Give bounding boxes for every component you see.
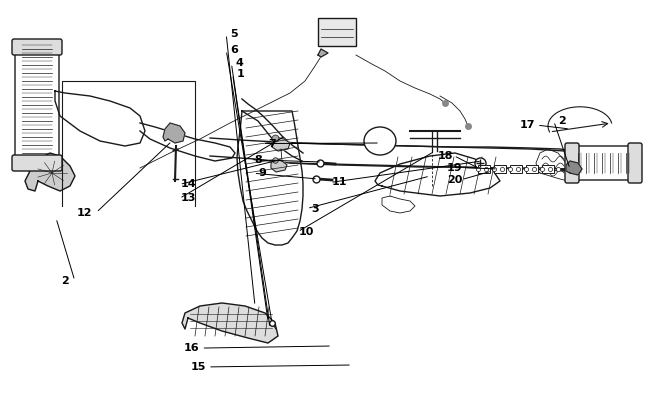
Text: 2: 2 [61,276,69,286]
Polygon shape [566,161,582,175]
Text: 10: 10 [299,227,315,237]
Polygon shape [163,123,185,143]
Bar [494,165,506,173]
FancyBboxPatch shape [565,143,579,183]
Text: 13: 13 [181,194,196,203]
Polygon shape [237,111,303,245]
Text: 18: 18 [437,151,453,160]
Polygon shape [382,196,415,213]
Text: 16: 16 [184,343,200,353]
Text: 5: 5 [230,29,238,39]
Text: 6: 6 [230,45,238,55]
Text: 12: 12 [77,208,92,217]
Polygon shape [272,137,290,151]
Bar [510,165,522,173]
Text: 3: 3 [311,204,319,213]
FancyBboxPatch shape [567,146,638,180]
FancyBboxPatch shape [12,155,62,171]
Text: 20: 20 [447,175,463,184]
Text: 11: 11 [332,178,347,187]
FancyBboxPatch shape [628,143,642,183]
FancyBboxPatch shape [12,39,62,55]
Polygon shape [55,91,145,146]
Text: 7: 7 [268,139,276,148]
Text: 15: 15 [190,362,206,372]
Text: 14: 14 [181,180,196,189]
Text: 9: 9 [258,168,266,178]
Bar [478,165,490,173]
Text: 4: 4 [235,59,243,68]
Polygon shape [318,49,328,57]
Bar [542,165,554,173]
Bar [318,18,356,46]
Polygon shape [140,123,235,161]
Text: 1: 1 [237,69,244,79]
FancyBboxPatch shape [15,43,59,164]
Bar [526,165,538,173]
Polygon shape [375,153,500,196]
Polygon shape [536,149,570,181]
Polygon shape [271,159,287,172]
Text: 8: 8 [255,155,263,164]
Polygon shape [25,153,75,191]
Text: 17: 17 [520,120,536,130]
Text: 2: 2 [558,116,566,126]
Polygon shape [182,303,278,343]
Text: 19: 19 [447,163,463,172]
Ellipse shape [364,127,396,155]
